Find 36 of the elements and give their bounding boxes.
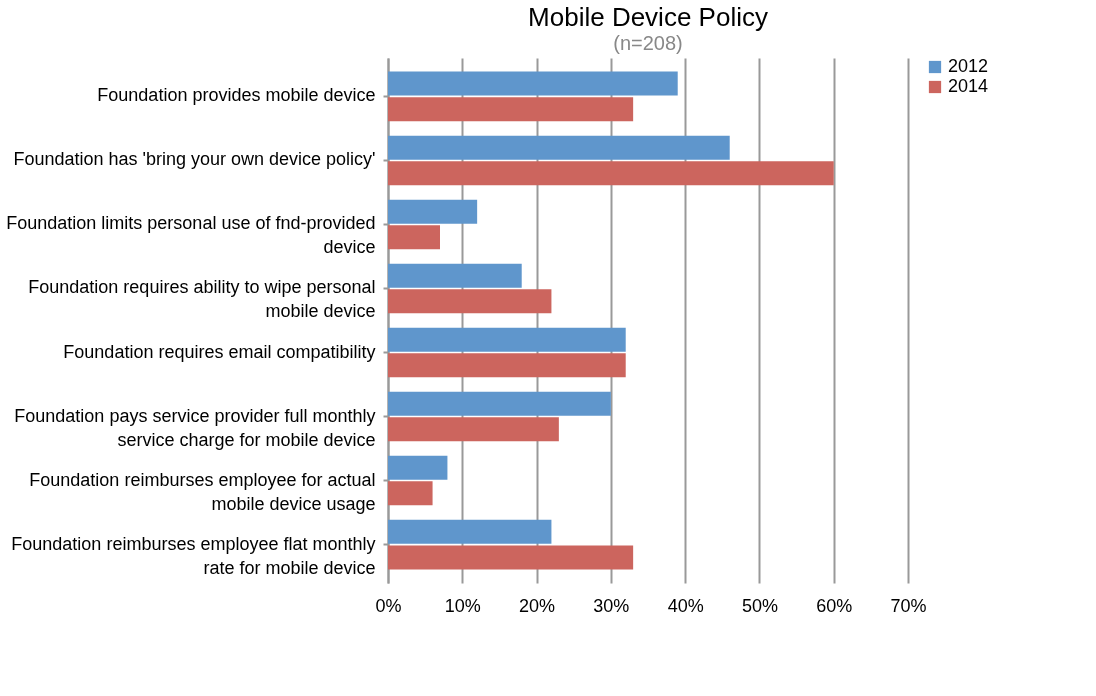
x-tick-label: 50% (741, 595, 778, 616)
bar (388, 135, 730, 160)
bar (388, 545, 634, 570)
x-tick-label: 70% (890, 595, 927, 616)
bar (388, 289, 552, 314)
bar (388, 71, 678, 96)
bar (388, 161, 834, 186)
y-tick-label: Foundation reimburses employee flat monthly rate for mobile device (11, 533, 376, 578)
bar (388, 353, 626, 378)
x-tick-label: 40% (667, 595, 704, 616)
bar (388, 391, 611, 416)
y-tick-label: Foundation requires email compatibility (63, 341, 376, 362)
y-tick-label: Foundation limits personal use of fnd-provided device (6, 213, 376, 258)
chart-subtitle: (n=208) (613, 32, 683, 54)
legend-label: 2014 (948, 76, 989, 96)
x-tick-label: 30% (593, 595, 630, 616)
y-tick-label: Foundation pays service provider full monthly service charge for mobile device (14, 405, 376, 450)
bar (388, 263, 522, 288)
x-tick-label: 20% (519, 595, 556, 616)
y-tick-label: Foundation has 'bring your own device policy' (13, 149, 376, 170)
bar (388, 455, 448, 480)
bar (388, 519, 552, 544)
chart-title: Mobile Device Policy (528, 2, 768, 32)
y-tick-label: Foundation provides mobile device (97, 85, 376, 106)
bar (388, 97, 634, 122)
legend-label: 2012 (948, 56, 989, 76)
bar (388, 199, 478, 224)
x-tick-label: 10% (444, 595, 481, 616)
y-tick-label: Foundation requires ability to wipe personal mobile device (28, 277, 376, 322)
y-tick-label: Foundation reimburses employee for actual mobile device usage (29, 469, 376, 514)
bar (388, 327, 626, 352)
bar (388, 225, 440, 250)
x-tick-label: 60% (816, 595, 853, 616)
bar (388, 481, 433, 506)
x-tick-label: 0% (375, 595, 402, 616)
bar (388, 417, 559, 442)
